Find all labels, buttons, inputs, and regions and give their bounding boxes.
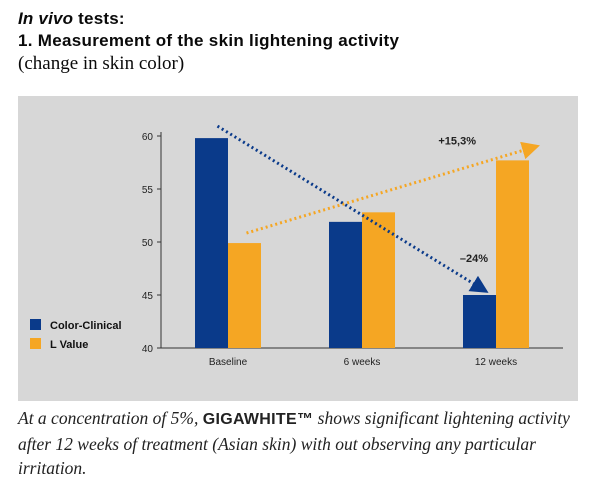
heading: In vivo tests: 1. Measurement of the ski… xyxy=(18,8,399,76)
legend: Color-Clinical L Value xyxy=(30,319,122,351)
y-tick-label: 55 xyxy=(142,185,154,196)
chart-panel: 40 45 50 55 60 Baseline 6 weeks 12 weeks +15,3… xyxy=(18,96,578,401)
legend-label-color-clinical: Color-Clinical xyxy=(50,320,122,332)
bar-l-value-6-weeks xyxy=(362,212,395,348)
caption-brand: GIGAWHITE™ xyxy=(202,411,314,428)
legend-label-l-value: L Value xyxy=(50,339,88,351)
y-tick-label: 40 xyxy=(142,344,154,355)
l-value-change-label: +15,3% xyxy=(438,135,476,147)
chart-heading: 1. Measurement of the skin lightening ac… xyxy=(18,31,400,50)
chart-subheading: (change in skin color) xyxy=(18,53,185,74)
bar-chart: 40 45 50 55 60 Baseline 6 weeks 12 weeks +15,3… xyxy=(30,124,563,368)
caption-text-start: At a concentration of 5%, xyxy=(18,408,203,428)
x-tick-label: Baseline xyxy=(209,357,248,368)
section-title-italic: In vivo xyxy=(18,9,74,28)
l-value-trend-arrow xyxy=(246,141,540,235)
caption: At a concentration of 5%, GIGAWHITE™ sho… xyxy=(18,406,588,480)
y-tick-label: 45 xyxy=(142,291,154,302)
bar-color-clinical-baseline xyxy=(195,138,228,348)
x-tick-label: 12 weeks xyxy=(475,357,517,368)
trend-arrows: +15,3% –24% xyxy=(216,124,540,293)
bar-color-clinical-6-weeks xyxy=(329,221,362,348)
section-title-rest: tests: xyxy=(73,9,125,28)
legend-swatch-color-clinical xyxy=(30,319,41,330)
bars: Baseline 6 weeks 12 weeks xyxy=(195,138,529,368)
bar-color-clinical-12-weeks xyxy=(463,295,496,348)
section-title: In vivo tests: xyxy=(18,8,399,30)
y-tick-label: 60 xyxy=(142,132,154,143)
caption-text-end: shows significant lightening activity af… xyxy=(18,408,570,478)
y-tick-label: 50 xyxy=(142,238,154,249)
legend-swatch-l-value xyxy=(30,338,41,349)
bar-l-value-12-weeks xyxy=(496,160,529,348)
color-clinical-change-label: –24% xyxy=(460,253,488,265)
x-tick-label: 6 weeks xyxy=(344,357,381,368)
bar-l-value-baseline xyxy=(228,243,261,348)
